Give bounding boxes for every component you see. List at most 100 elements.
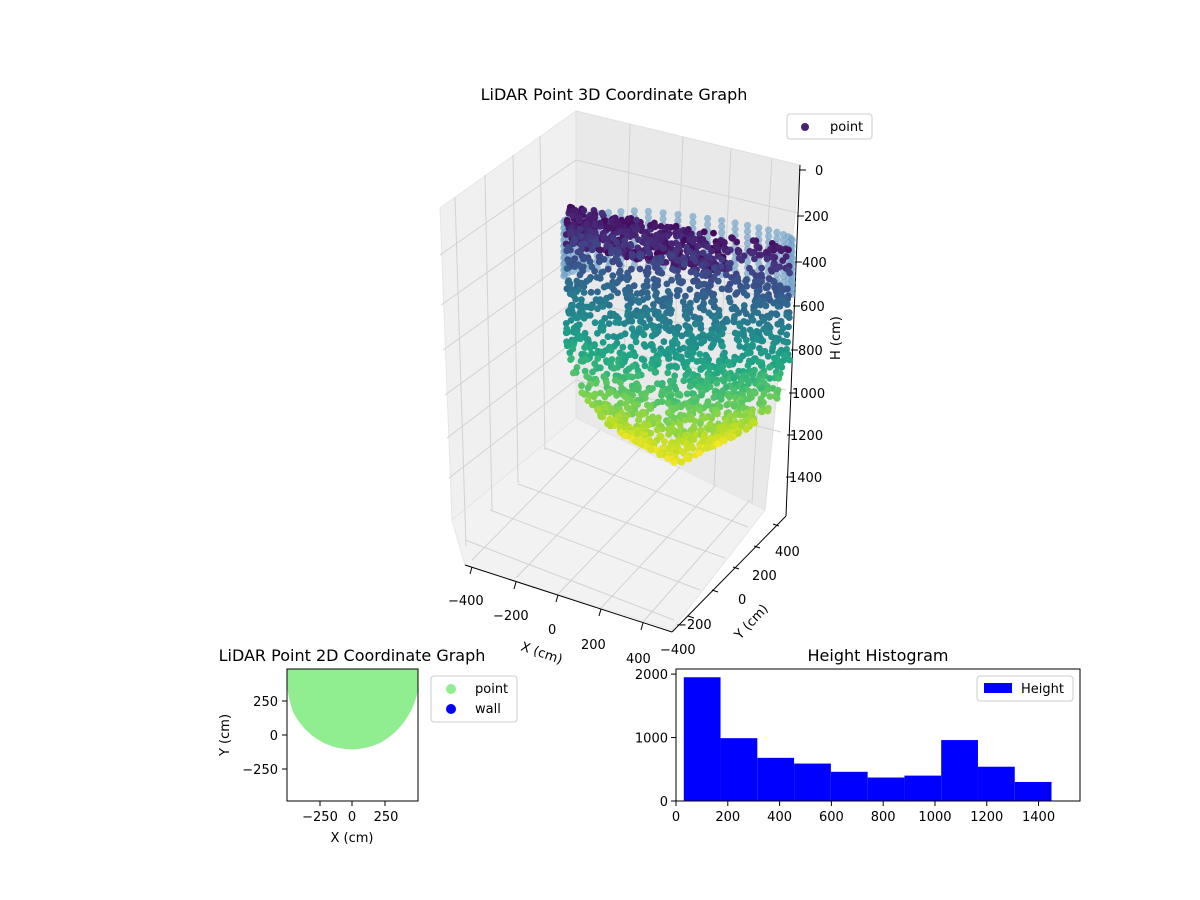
lidar-point [683,390,691,398]
lidar-point [673,257,681,264]
lidar-point [620,241,628,249]
lidar-point [704,253,712,261]
lidar-point [563,247,571,255]
lidar-point [673,287,681,294]
lidar-point [751,255,758,263]
lidar-point [704,243,712,251]
lidar-point [581,344,588,351]
lidar-point [678,332,686,340]
lidar-point [749,370,757,378]
lidar-point [708,414,716,422]
lidar-point [768,347,776,355]
lidar-point [580,314,588,322]
lidar-point [663,232,671,240]
lidar-point [691,417,699,425]
lidar-point [577,357,585,365]
lidar-point [773,234,781,242]
lidar-point [563,218,571,226]
lidar-point [586,375,593,382]
lidar-point [773,311,781,319]
lidar-point [726,298,734,306]
x-tick-label: 1200 [970,810,1003,825]
lidar-point [653,426,661,434]
lidar-point [689,212,697,221]
z3d-axis-label: H (cm) [829,316,844,360]
lidar-point [586,344,594,352]
lidar-point [653,231,660,239]
lidar-point [665,355,672,362]
lidar-point [671,330,679,338]
lidar-point [755,251,763,259]
lidar-point [731,219,739,227]
lidar-point [627,312,635,320]
lidar-point [775,375,783,382]
lidar-point [584,397,592,404]
lidar-point [563,329,570,337]
lidar-point [766,363,773,371]
lidar-point [689,218,697,227]
lidar-point [726,393,733,401]
lidar-point [633,290,641,297]
y2d-tick-label: −250 [242,763,278,778]
lidar-point [563,342,571,350]
lidar-point [690,436,698,443]
lidar-point [783,338,790,346]
lidar-point [755,224,763,232]
lidar-point [635,236,642,244]
x3d-tick-label: −400 [448,594,484,609]
lidar-point [635,299,643,306]
lidar-point [749,237,757,245]
lidar-point [718,229,726,237]
lidar-point [614,289,621,297]
lidar-point [605,301,613,309]
x3d-tick-label: 400 [626,652,651,667]
lidar-point [605,320,613,327]
lidar-point [681,416,689,424]
lidar-point [631,352,639,360]
lidar-point [629,391,636,399]
lidar-point [783,301,791,308]
histogram-bar [977,766,1015,801]
lidar-point [742,310,750,318]
lidar-point [773,270,781,278]
lidar-point [671,372,679,380]
lidar-point [616,260,623,268]
lidar-point [586,215,594,223]
lidar-point [744,362,752,369]
y3d-tick-label: −200 [676,618,712,633]
x2d-tick-label: −250 [302,810,338,825]
lidar-point [714,277,722,285]
lidar-point [779,273,788,281]
lidar-point [693,358,701,365]
lidar-point [704,214,712,223]
lidar-point [732,290,739,298]
lidar-point [755,320,763,327]
lidar-point [694,282,702,290]
lidar-point [612,319,620,326]
lidar-point [689,445,697,452]
lidar-point [698,261,705,269]
point-region-2d [287,669,418,750]
lidar-point [674,211,682,219]
lidar-point [627,343,635,351]
lidar-point [785,246,792,254]
lidar-point [687,299,694,307]
lidar-point [642,343,649,350]
lidar-point [576,271,584,279]
lidar-point [672,222,680,230]
chart-title-2d: LiDAR Point 2D Coordinate Graph [219,646,486,665]
lidar-point [594,355,602,362]
lidar-point [623,394,631,402]
x-tick-label: 1400 [1022,810,1055,825]
lidar-point [650,301,657,308]
lidar-point [764,386,772,393]
lidar-point [677,403,685,411]
lidar-point [696,350,704,358]
lidar-point [719,342,726,350]
lidar-point [576,214,584,222]
lidar-point [688,355,696,363]
lidar-point [667,439,675,447]
lidar-point [730,375,738,382]
lidar-point [718,223,726,231]
y3d-tick-label: 200 [752,569,777,584]
